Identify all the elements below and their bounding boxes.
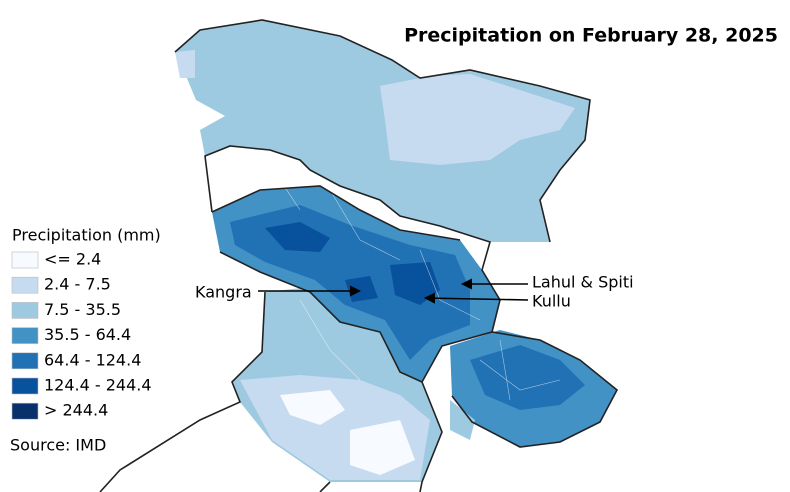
- legend-label: 124.4 - 244.4: [44, 376, 152, 395]
- region: [280, 390, 345, 425]
- region: [350, 420, 415, 475]
- legend-swatch: [11, 251, 39, 269]
- region: [175, 50, 195, 78]
- region: [470, 345, 585, 410]
- legend-swatch: [11, 402, 39, 420]
- map-title: Precipitation on February 28, 2025: [404, 25, 778, 47]
- annotation: Lahul & Spiti: [532, 273, 634, 292]
- annotation: Kullu: [532, 292, 571, 311]
- legend-label: 35.5 - 64.4: [44, 325, 131, 344]
- region: [265, 222, 330, 252]
- state-borders: [99, 19, 619, 492]
- legend-swatch: [11, 327, 39, 344]
- region: [380, 74, 575, 165]
- legend-swatch: [11, 276, 39, 294]
- legend-label: 2.4 - 7.5: [44, 275, 111, 294]
- inner-boundaries: [239, 159, 561, 401]
- legend: <= 2.4 2.4 - 7.5 7.5 - 35.5 35.5 - 64.4 64.4…: [11, 250, 152, 420]
- legend-title: Precipitation (mm): [12, 226, 161, 245]
- legend-swatch: [11, 302, 39, 319]
- legend-label: <= 2.4: [44, 250, 101, 269]
- source: Source: IMD: [10, 436, 106, 455]
- legend-swatch: [11, 377, 39, 395]
- region: [175, 20, 590, 242]
- legend-label: 64.4 - 124.4: [44, 350, 141, 369]
- legend-label: 7.5 - 35.5: [44, 300, 121, 319]
- legend-swatch: [11, 352, 39, 370]
- region: [450, 400, 475, 440]
- annotation: Kangra: [195, 283, 252, 302]
- annotation-arrow: [423, 292, 529, 304]
- legend-label: > 244.4: [44, 401, 108, 420]
